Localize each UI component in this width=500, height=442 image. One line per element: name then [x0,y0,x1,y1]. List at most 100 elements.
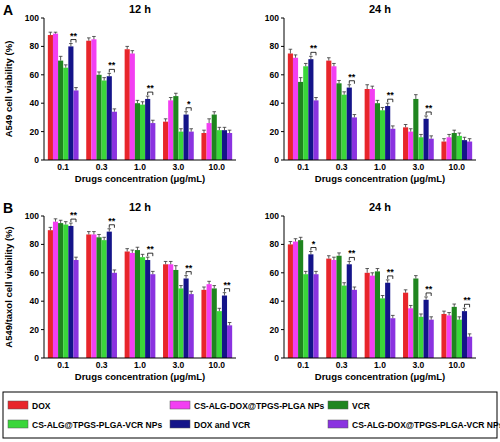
error-cap [228,130,232,131]
series: DOX and VCR [68,44,227,160]
error-bar [353,287,357,290]
error-cap [169,97,173,98]
bar [68,226,73,358]
error-cap [424,296,428,297]
error-line [469,139,470,142]
significance-label: ** [70,31,78,41]
series: CS-ALG@TPGS-PLGA-VCR NPs [303,271,462,358]
error-cap [337,252,341,253]
error-line [219,127,220,130]
error-cap [371,86,375,87]
bar [447,137,452,160]
error-bar [409,129,413,132]
series: DOX [48,32,207,160]
error-bar [179,129,183,132]
error-bar [337,80,341,83]
error-line [229,130,230,133]
error-cap [442,311,446,312]
error-line [300,78,301,82]
error-cap [113,269,117,270]
bar [336,256,341,358]
error-line [175,266,176,270]
error-bar [64,65,68,68]
bar [145,260,150,358]
y-tick-label: 20 [30,325,40,335]
error-line [426,297,427,300]
error-bar [337,253,341,256]
error-line [224,127,225,130]
error-line [109,229,110,232]
error-bar [442,311,446,314]
bar [86,41,91,160]
error-bar [294,239,298,242]
legend-entry: DOX [32,401,51,411]
x-tick-label: 1.0 [134,360,146,370]
error-line [316,98,317,101]
error-cap [74,257,78,258]
error-line [354,287,355,290]
legend-entry: CS-ALG-DOX@TPGS-PLGA-VCR NPs [352,420,500,430]
bar [48,35,53,160]
bar [441,142,446,160]
error-line [310,56,311,59]
x-tick-label: 0.3 [96,162,108,172]
error-cap [131,50,135,51]
bar [298,240,303,358]
plot-area: DOXCS-ALG-DOX@TPGS-PLGA NPsVCRCS-ALG@TPG… [48,32,232,160]
bar [375,271,380,358]
error-line [328,58,329,61]
error-cap [294,54,298,55]
error-line [310,252,311,255]
error-bar [327,58,331,61]
error-line [204,287,205,290]
error-line [290,49,291,53]
bar [380,298,385,358]
bar [408,308,413,358]
error-cap [429,316,433,317]
significance-label: ** [348,72,356,82]
error-cap [179,285,183,286]
error-cap [309,56,313,57]
error-bar [299,237,303,240]
error-bar [202,130,206,133]
bar [467,337,472,358]
error-cap [136,100,140,101]
error-bar [289,49,293,53]
y-tick-label: 100 [25,13,39,23]
error-cap [125,248,129,249]
error-line [88,38,89,41]
error-cap [92,231,96,232]
x-tick-label: 10.0 [209,162,226,172]
error-cap [69,43,73,44]
series: DOX and VCR [308,252,467,359]
error-line [170,261,171,264]
bar [429,139,434,160]
bar [53,34,58,160]
error-cap [107,73,111,74]
bar [125,252,130,359]
error-cap [179,128,183,129]
error-bar [228,130,232,133]
series: VCR [58,220,217,358]
bar [168,264,173,358]
bar [173,270,178,358]
y-tick-label: 20 [30,127,40,137]
x-tick-label: 0.1 [297,162,309,172]
error-line [147,257,148,260]
error-cap [347,261,351,262]
error-cap [409,128,413,129]
error-line [295,239,296,242]
error-bar [174,93,178,96]
error-cap [97,234,101,235]
error-cap [458,316,462,317]
bar [385,283,390,358]
bar [452,133,457,160]
error-line [70,223,71,226]
bar [207,284,212,358]
error-cap [218,127,222,128]
y-tick-label: 20 [270,127,280,137]
series: DOX and VCR [68,223,227,358]
bar [135,250,140,358]
error-bar [113,109,117,112]
error-cap [113,108,117,109]
